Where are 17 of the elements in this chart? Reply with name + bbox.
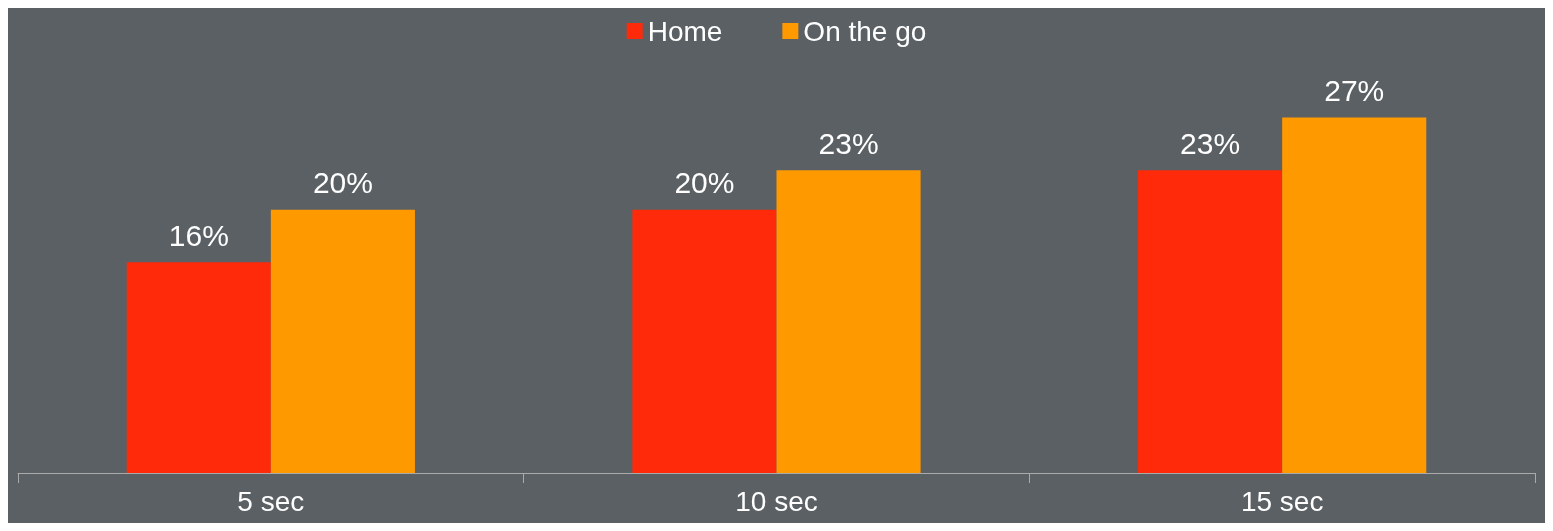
bar [126,262,271,473]
legend-label: On the go [803,15,927,47]
bar [1282,117,1427,473]
data-label: 27% [1324,74,1385,107]
legend-label: Home [647,15,723,47]
bar [1138,170,1283,473]
data-label: 20% [312,166,373,200]
x-tick-label: 10 sec [735,485,818,517]
data-label: 20% [674,166,735,200]
x-tick-label: 5 sec [237,485,305,517]
data-label: 23% [1180,126,1241,160]
x-tick-label: 15 sec [1240,485,1324,517]
bar [632,209,777,473]
data-label: 16% [168,218,229,252]
data-label: 23% [818,126,879,160]
bar [776,170,921,473]
bar [270,209,415,473]
